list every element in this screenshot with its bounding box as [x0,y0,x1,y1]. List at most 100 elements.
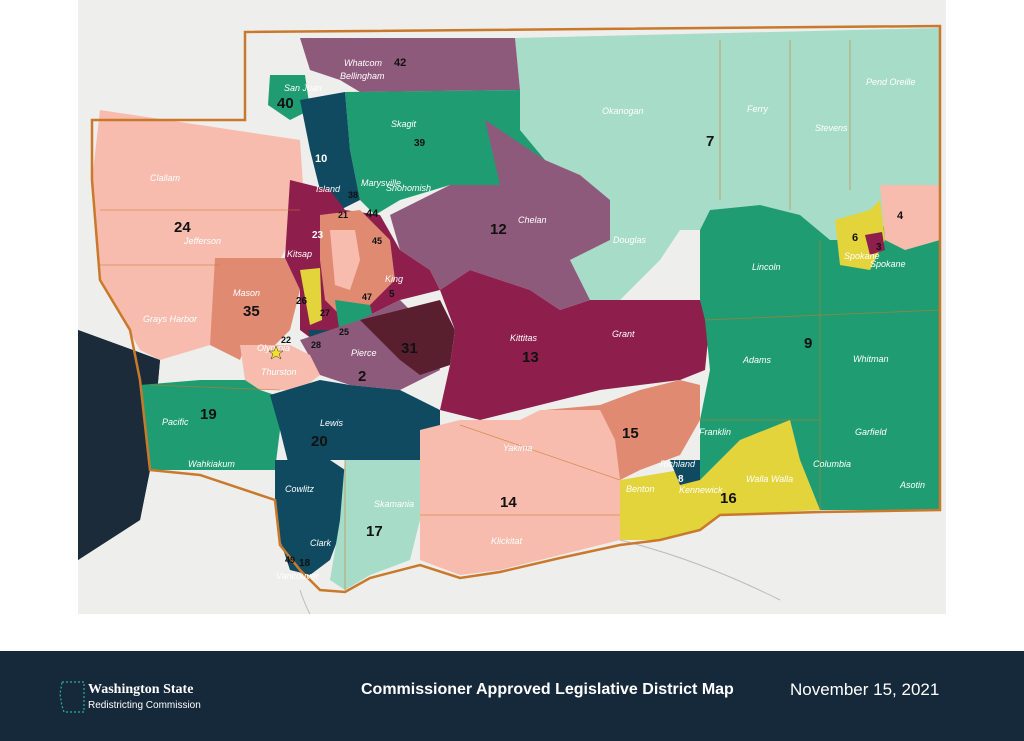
county-label: Okanogan [602,106,644,116]
washington-outline-icon [59,681,85,713]
district-3 [865,232,885,255]
district-number: 39 [414,138,426,149]
county-label: Spokane [870,259,906,269]
road-line [619,539,781,601]
district-31 [360,300,455,375]
county-lines [100,40,941,590]
district-4 [880,185,940,250]
district-number: 31 [401,340,418,357]
county-label: Asotin [899,480,925,490]
county-label: Lewis [320,418,344,428]
district-number: 21 [338,210,348,220]
district-13 [440,270,710,420]
county-label: Whatcom [344,58,383,68]
city-label: Spokane [844,251,880,261]
district-number: 23 [312,230,324,241]
district-number: 38 [348,190,358,200]
district-number: 45 [372,236,382,246]
district-number: 27 [320,308,330,318]
district-number: 15 [622,425,639,442]
county-label: Benton [626,484,655,494]
seattle-districts [330,230,360,290]
county-label: Walla Walla [746,474,793,484]
map-svg: San Juan Whatcom Bellingham Skagit Okano… [78,0,946,614]
district-number: 28 [311,340,321,350]
county-label: Garfield [855,427,888,437]
county-label: Wahkiakum [188,459,235,469]
county-label: Stevens [815,123,848,133]
district-19 [140,380,280,470]
district-number: 12 [490,221,507,238]
county-label: Ferry [747,104,768,114]
district-10 [300,92,360,210]
city-label: Vancouver [276,571,320,581]
district-number: 26 [296,296,308,307]
district-number: 6 [852,232,858,244]
county-label: Clallam [150,173,181,183]
district-7 [515,28,940,300]
county-label: Whitman [853,354,889,364]
county-label: San Juan [284,83,322,93]
county-label: Clark [310,538,332,548]
district-number: 3 [876,242,882,253]
district-26 [300,268,322,325]
district-number: 7 [706,133,714,150]
district-22 [240,345,320,390]
district-20 [270,380,440,470]
district-number: 17 [366,523,383,540]
district-number: 47 [362,292,372,302]
map-date: November 15, 2021 [790,680,940,699]
city-label: Kennewick [679,485,723,495]
district-number: 25 [339,327,349,337]
city-label: Olympia [257,343,290,353]
district-18-cowlitz [275,460,345,575]
county-label: Chelan [518,215,547,225]
city-label: Richland [660,459,696,469]
district-number: 9 [804,335,812,352]
district-42 [300,38,520,92]
county-label: Island [316,184,341,194]
county-label: Grays Harbor [143,314,198,324]
district-35 [210,258,300,360]
county-label: Jefferson [183,236,221,246]
county-label: Franklin [699,427,731,437]
district-number: 10 [315,153,327,165]
district-number: 19 [200,406,217,423]
district-24 [92,110,305,360]
district-40 [268,75,310,120]
district-14 [420,410,620,575]
district-number: 49 [285,555,295,565]
district-8 [670,460,700,485]
county-label: Pierce [351,348,377,358]
commission-logo: Washington State Redistricting Commissio… [58,678,228,718]
logo-title: Washington State [88,682,194,697]
district-number: 35 [243,303,260,320]
district-17 [330,460,420,590]
district-number: 2 [358,368,366,385]
county-label: Klickitat [491,536,523,546]
city-label: Marysville [361,178,401,188]
county-label: Adams [742,355,772,365]
district-number: 4 [897,210,904,222]
district-number: 5 [389,289,395,300]
district-16 [620,420,820,540]
state-border [90,24,942,594]
district-number: 16 [720,490,737,507]
capital-star-icon [268,345,284,360]
district-number: 22 [281,335,291,345]
pacific-ocean [78,330,160,560]
county-label: Grant [612,329,635,339]
logo-subtitle: Redistricting Commission [88,700,201,711]
district-number: 8 [678,474,684,485]
district-15 [545,380,700,480]
county-label: Cowlitz [285,484,315,494]
city-label: Bellingham [340,71,385,81]
county-label: Kittitas [510,333,538,343]
district-number: 42 [394,57,406,69]
district-39 [345,90,545,215]
county-label: Yakima [503,443,532,453]
footer-bar [0,651,1024,741]
county-label: Pacific [162,417,189,427]
county-label: Skamania [374,499,414,509]
map-title: Commissioner Approved Legislative Distri… [361,681,734,698]
